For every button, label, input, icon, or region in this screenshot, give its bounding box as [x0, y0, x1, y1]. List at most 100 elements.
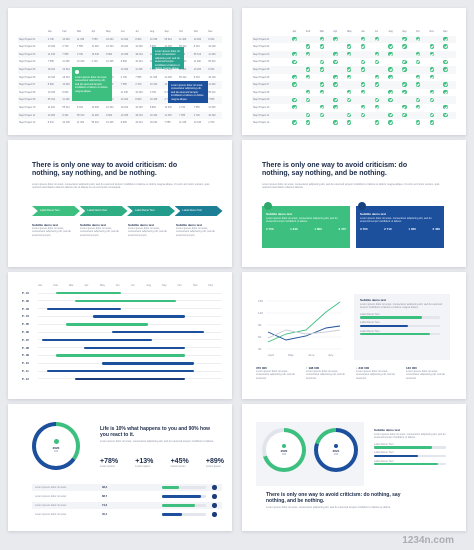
- slide-two-cards[interactable]: There is only one way to avoid criticism…: [242, 140, 466, 267]
- bar-label: Label Demo Text: [360, 312, 380, 316]
- table-cell: 55 312: [208, 60, 216, 64]
- right-panel: Subtitle demo text Lorem ipsum dolor sit…: [354, 294, 450, 360]
- table-cell: 18 234: [120, 105, 129, 109]
- check-cell: [429, 119, 443, 127]
- subtitle-column: Subtitle demo text Lorem ipsum dolor sit …: [80, 223, 124, 237]
- table-cell: 7 555: [164, 121, 171, 125]
- check-icon: [388, 112, 393, 118]
- month-header: Oct: [415, 30, 420, 33]
- month-header: Jul: [135, 30, 139, 33]
- check-cell: [291, 119, 305, 127]
- table-cell: 10 345: [148, 35, 164, 44]
- slide-data-table[interactable]: Jan Feb Mar Apr May Jun Jul Aug Sep Oct Nov Dec Step…: [8, 8, 232, 135]
- check-cell: [318, 50, 333, 59]
- check-cell: [428, 81, 443, 89]
- table-row: Step Project 06: [252, 74, 456, 82]
- row-label: P - 11: [22, 370, 29, 373]
- chevron-right-icon[interactable]: [212, 512, 217, 517]
- check-icon: [415, 36, 421, 42]
- table-cell: 10 340: [47, 45, 56, 49]
- check-cell: [387, 89, 401, 97]
- row-value: 88,7: [102, 494, 108, 498]
- check-cell: [360, 74, 374, 82]
- chevron-right-icon[interactable]: [212, 494, 217, 499]
- quote-headline: There is only one way to avoid criticism…: [262, 162, 408, 177]
- ring-year: 2021: [332, 448, 340, 453]
- table-cell: 11 345: [134, 65, 149, 74]
- check-cell: [305, 104, 319, 112]
- row-progress: [162, 486, 179, 489]
- table-cell: 18 234: [105, 35, 120, 44]
- table-cell: 10 340: [135, 90, 143, 94]
- check-icon: [402, 105, 407, 110]
- table-row: Step Project 01 2 700 10 340 11 345 7 555 18 …: [18, 35, 222, 44]
- month-header: Mar: [76, 30, 82, 33]
- callout-text: Lorem ipsum dolor sit amet, consectetur …: [75, 76, 108, 93]
- check-cell: [318, 96, 333, 104]
- globe-icon: [334, 443, 338, 448]
- check-icon: [319, 112, 325, 118]
- check-icon: [292, 105, 297, 110]
- check-icon: [415, 120, 421, 125]
- check-icon: [415, 51, 421, 57]
- check-icon: [443, 105, 448, 110]
- table-cell: 10 344: [135, 60, 143, 64]
- data-row: [32, 511, 222, 518]
- table-cell: 11 400: [76, 121, 85, 125]
- check-icon: [319, 82, 325, 87]
- check-cell: [415, 74, 429, 82]
- chevron-right-icon[interactable]: [212, 485, 217, 490]
- table-cell: 11 400: [207, 81, 222, 89]
- bar-label: Label Demo Text: [374, 451, 394, 455]
- slide-gantt[interactable]: Jan Feb Mar Apr May Jun Jul Aug Sep Oct Nov Dec P -…: [8, 272, 232, 399]
- table-cell: 11 400: [164, 43, 179, 51]
- check-cell: [414, 96, 429, 104]
- check-icon: [333, 120, 338, 125]
- check-icon: [443, 82, 448, 87]
- table-cell: 2 700: [179, 105, 186, 109]
- row-label: Step Project 03: [18, 50, 47, 59]
- column-text: Lorem ipsum dolor sit amet, consectetur …: [128, 227, 167, 237]
- y-axis-ticks: 150 120 90 60 30: [258, 299, 263, 351]
- table-row: Step Project 12 8 334 10 200 11 400 55 312 10…: [18, 119, 222, 127]
- table-row: Step Project 10: [252, 104, 456, 112]
- progress-bar: [360, 324, 408, 328]
- check-cell: [387, 104, 401, 112]
- check-cell: [428, 65, 443, 74]
- check-cell: [291, 111, 306, 120]
- slide-check-matrix[interactable]: Jan Feb Mar Apr May Jun Jul Aug Sep Oct Nov Dec Step…: [242, 8, 466, 135]
- slide-process-arrows[interactable]: There is only one way to avoid criticism…: [8, 140, 232, 267]
- month-header: Aug: [388, 30, 393, 33]
- row-label: Lorem ipsum dolor sit amet: [35, 512, 67, 516]
- slide-line-chart[interactable]: 150 120 90 60 30 April May June July Sub…: [242, 272, 466, 399]
- check-cell: [414, 81, 429, 89]
- check-icon: [306, 97, 311, 102]
- month-label: Dec: [208, 284, 214, 287]
- row-label: P - 07: [22, 338, 29, 342]
- table-cell: 10 344: [61, 65, 76, 74]
- row-label: P - 12: [22, 377, 29, 381]
- table-cell: 10 344: [119, 96, 135, 104]
- arrow-label: Label Demo Text: [135, 209, 155, 212]
- chevron-right-icon[interactable]: [212, 503, 217, 508]
- table-cell: 10 200: [62, 121, 70, 125]
- table-cell: 8 334: [207, 65, 222, 74]
- table-cell: 11 400: [178, 35, 193, 44]
- row-value: 74,2: [102, 503, 108, 507]
- check-cell: [319, 74, 333, 82]
- check-cell: [346, 119, 360, 127]
- table-cell: 10 345: [106, 60, 114, 64]
- check-cell: [414, 111, 429, 120]
- check-cell: [374, 104, 388, 112]
- check-cell: [291, 35, 306, 44]
- month-header: Apr: [91, 30, 96, 33]
- panel-paragraph: Lorem ipsum dolor sit amet, consectetur …: [360, 303, 443, 310]
- progress-bar: [374, 454, 418, 458]
- bar-label: Label Demo Text: [360, 321, 380, 325]
- slide-two-rings[interactable]: 2020 330 2021 330 Subtitle demo text Lor…: [242, 404, 466, 531]
- table-row: Step Project 03: [252, 50, 456, 59]
- row-label: Step Project 11: [252, 111, 292, 120]
- percent-block: +45% Lorem ipsum: [171, 458, 189, 472]
- y-tick: 30: [258, 347, 262, 351]
- slide-ring-percent[interactable]: 2020 330 Life is 10% what happens to you…: [8, 404, 232, 531]
